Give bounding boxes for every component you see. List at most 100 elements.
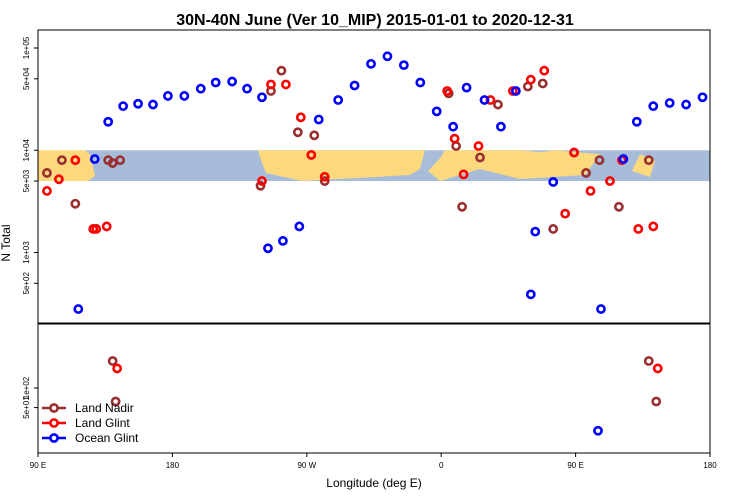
ocean-glint-point (333, 95, 344, 105)
y-tick-label: 1e+03 (22, 241, 31, 264)
ocean-glint-point (227, 76, 238, 87)
ocean-glint-point (530, 226, 541, 237)
land-glint-point (569, 147, 580, 158)
ocean-glint-point (618, 154, 629, 164)
y-tick-label: 1e+04 (22, 138, 31, 161)
ocean-glint-point (179, 91, 190, 101)
land-glint-point (560, 208, 571, 219)
land-nadir-point (56, 155, 67, 166)
ocean-glint-point (681, 99, 692, 110)
land-glint-point (473, 141, 484, 151)
ocean-glint-point (664, 98, 675, 108)
legend-label: Land Glint (75, 416, 130, 430)
ocean-glint-point (398, 60, 409, 71)
legend-marker (49, 433, 59, 443)
land-glint-point (605, 176, 615, 186)
ocean-glint-point (294, 221, 305, 232)
legend-marker (49, 403, 59, 413)
land-glint-point (306, 150, 317, 160)
land-glint-point (442, 86, 453, 96)
ocean-glint-point (242, 83, 252, 94)
land-glint-point (266, 79, 276, 90)
land-nadir-point (110, 396, 121, 407)
ocean-glint-point (89, 154, 100, 164)
ocean-glint-point (103, 116, 114, 127)
land-glint-point (449, 133, 460, 144)
ocean-glint-point (496, 121, 506, 132)
land-glint-point (257, 176, 267, 186)
land-glint-point (295, 112, 306, 123)
y-tick-label: 5e+01 (22, 396, 31, 419)
y-tick-label: 1e+02 (22, 376, 31, 399)
ocean-glint-point (257, 92, 267, 103)
land-glint-point (91, 224, 102, 234)
x-tick-label: 90 E (30, 461, 46, 470)
land-glint-point (280, 79, 291, 90)
y-tick-label: 5e+04 (22, 67, 31, 90)
ocean-glint-point (163, 91, 173, 101)
land-nadir-point (107, 356, 118, 366)
ocean-glint-point (431, 106, 442, 117)
land-shape (38, 150, 95, 182)
land-glint-point (112, 363, 123, 374)
ocean-glint-point (133, 98, 143, 109)
ocean-glint-point (479, 95, 490, 105)
lower-panel-frame (37, 322, 711, 454)
land-nadir-point (309, 130, 320, 141)
land-glint-point (70, 155, 81, 166)
x-axis: 90 E 180 90 W 0 90 E 180 (30, 453, 717, 470)
upper-panel-frame (37, 29, 711, 325)
land-glint-point (539, 65, 550, 76)
x-axis-label: Longitude (deg E) (326, 476, 421, 490)
land-nadir-point (643, 356, 654, 366)
land-glint-point (525, 74, 536, 85)
land-shape (632, 154, 655, 178)
land-nadir-point (493, 99, 503, 110)
ocean-glint-point (631, 116, 642, 127)
land-nadir-point (643, 155, 654, 166)
chart-title: 30N-40N June (Ver 10_MIP) 2015-01-01 to … (176, 12, 574, 29)
land-nadir-point (614, 201, 624, 212)
land-nadir-point (42, 168, 52, 178)
land-nadir-point (319, 176, 330, 186)
y-tick-label: 5e+02 (22, 272, 31, 295)
ocean-glint-point (195, 83, 206, 94)
land-glint-point (648, 221, 659, 232)
x-tick-label: 90 W (297, 461, 316, 470)
ocean-glint-point (510, 86, 521, 96)
land-nadir-point (115, 155, 126, 166)
land-nadir-point (457, 201, 468, 212)
x-tick-label: 90 E (567, 461, 583, 470)
ocean-glint-point (593, 425, 603, 436)
ocean-glint-point (313, 114, 324, 125)
land-nadir-point (537, 78, 548, 89)
land-glint-point (652, 363, 663, 374)
land-glint-point (101, 221, 112, 232)
land-shape (258, 150, 425, 182)
land-nadir-point (475, 152, 485, 163)
land-nadir-point (276, 65, 287, 76)
ocean-glint-point (525, 289, 536, 300)
ocean-glint-point (697, 92, 708, 103)
land-nadir-point (548, 224, 559, 234)
y-tick-label: 5e+03 (22, 169, 31, 192)
ocean-glint-point (448, 121, 459, 132)
ocean-glint-point (366, 58, 376, 69)
ocean-glint-point (148, 99, 158, 110)
land-nadir-point (581, 168, 591, 178)
x-tick-label: 180 (166, 461, 180, 470)
land-nadir-point (651, 396, 662, 407)
land-nadir-point (594, 155, 605, 166)
ocean-glint-point (73, 304, 84, 314)
land-glint-point (319, 171, 330, 182)
ocean-glint-point (278, 235, 288, 246)
ocean-glint-point (118, 101, 129, 112)
ocean-glint-point (415, 77, 426, 88)
land-nadir-point (255, 180, 266, 191)
y-axis-label: N Total (0, 224, 13, 261)
land-glint-point (54, 174, 64, 185)
upper-data-points (42, 51, 708, 314)
